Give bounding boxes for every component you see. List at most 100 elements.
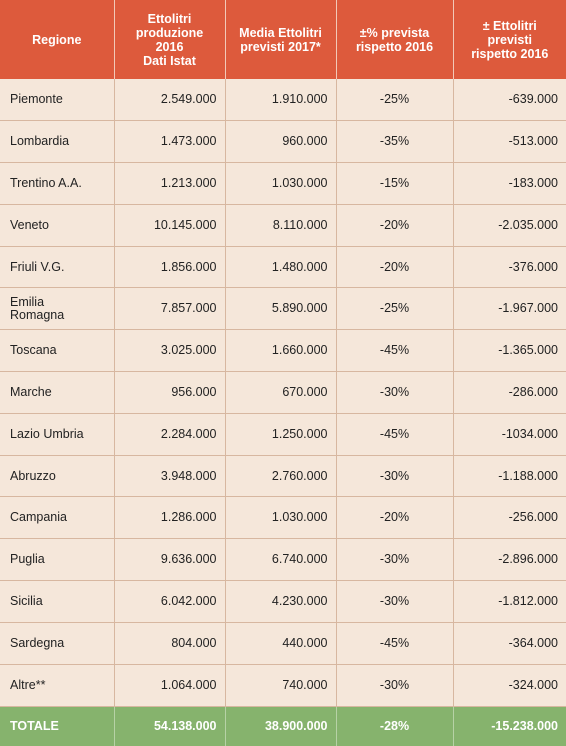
table-footer: TOTALE 54.138.000 38.900.000 -28% -15.23… [0, 706, 566, 746]
cell-differenza: -376.000 [453, 246, 566, 289]
cell-differenza: -1.365.000 [453, 329, 566, 373]
cell-produzione-2016: 3.948.000 [114, 455, 226, 498]
cell-produzione-2016: 1.473.000 [114, 120, 226, 164]
table-row: Sicilia 6.042.000 4.230.000 -30% -1.812.000 [0, 580, 566, 623]
table-row: Veneto 10.145.000 8.110.000 -20% -2.035.000 [0, 204, 566, 247]
cell-percentuale: -45% [336, 329, 454, 373]
cell-media-2017: 4.230.000 [225, 580, 337, 623]
cell-differenza: -183.000 [453, 162, 566, 205]
cell-differenza: -256.000 [453, 496, 566, 540]
cell-media-2017: 2.760.000 [225, 455, 337, 498]
header-media-2017: Media Ettolitri previsti 2017* [225, 0, 337, 79]
cell-produzione-2016: 9.636.000 [114, 538, 226, 582]
cell-regione: Trentino A.A. [0, 162, 115, 205]
table-row: Lombardia 1.473.000 960.000 -35% -513.000 [0, 120, 566, 164]
cell-differenza: -2.896.000 [453, 538, 566, 582]
cell-regione: Emilia Romagna [0, 287, 115, 331]
cell-produzione-2016: 1.286.000 [114, 496, 226, 540]
cell-regione: Piemonte [0, 79, 115, 122]
cell-percentuale: -45% [336, 413, 454, 456]
cell-media-2017: 740.000 [225, 664, 337, 707]
cell-produzione-2016: 2.549.000 [114, 79, 226, 122]
cell-differenza: -286.000 [453, 371, 566, 414]
header-row: Regione Ettolitri produzione 2016 Dati I… [0, 0, 566, 79]
cell-regione: Campania [0, 496, 115, 540]
cell-regione: Marche [0, 371, 115, 414]
cell-regione: Lazio Umbria [0, 413, 115, 456]
cell-media-2017: 1.030.000 [225, 162, 337, 205]
cell-percentuale: -45% [336, 622, 454, 665]
cell-percentuale: -30% [336, 580, 454, 623]
cell-produzione-2016: 7.857.000 [114, 287, 226, 331]
table-row: Altre** 1.064.000 740.000 -30% -324.000 [0, 664, 566, 707]
header-regione: Regione [0, 0, 115, 79]
cell-differenza: -513.000 [453, 120, 566, 164]
table-row: Trentino A.A. 1.213.000 1.030.000 -15% -183.… [0, 162, 566, 205]
table-row: Sardegna 804.000 440.000 -45% -364.000 [0, 622, 566, 665]
header-percentuale: ±% prevista rispetto 2016 [336, 0, 454, 79]
cell-media-2017: 1.480.000 [225, 246, 337, 289]
cell-media-2017: 1.910.000 [225, 79, 337, 122]
cell-regione: Sardegna [0, 622, 115, 665]
cell-percentuale: -35% [336, 120, 454, 164]
cell-produzione-2016: 3.025.000 [114, 329, 226, 373]
cell-differenza: -1.188.000 [453, 455, 566, 498]
cell-percentuale: -30% [336, 371, 454, 414]
cell-produzione-2016: 1.064.000 [114, 664, 226, 707]
table-row: Campania 1.286.000 1.030.000 -20% -256.000 [0, 496, 566, 540]
total-label: TOTALE [0, 706, 115, 746]
table-row: Toscana 3.025.000 1.660.000 -45% -1.365.000 [0, 329, 566, 373]
cell-media-2017: 1.250.000 [225, 413, 337, 456]
header-differenza: ± Ettolitri previsti rispetto 2016 [453, 0, 566, 79]
cell-percentuale: -30% [336, 455, 454, 498]
cell-regione: Lombardia [0, 120, 115, 164]
total-media-2017: 38.900.000 [225, 706, 337, 746]
table-body: Piemonte 2.549.000 1.910.000 -25% -639.000 Lo… [0, 79, 566, 707]
cell-percentuale: -20% [336, 496, 454, 540]
cell-produzione-2016: 956.000 [114, 371, 226, 414]
table-row: Puglia 9.636.000 6.740.000 -30% -2.896.000 [0, 538, 566, 582]
cell-produzione-2016: 6.042.000 [114, 580, 226, 623]
cell-percentuale: -30% [336, 538, 454, 582]
cell-regione: Altre** [0, 664, 115, 707]
cell-regione: Friuli V.G. [0, 246, 115, 289]
table-row: Marche 956.000 670.000 -30% -286.000 [0, 371, 566, 414]
cell-percentuale: -20% [336, 246, 454, 289]
table-row: Friuli V.G. 1.856.000 1.480.000 -20% -376.00… [0, 246, 566, 289]
header-produzione-2016: Ettolitri produzione 2016 Dati Istat [114, 0, 226, 79]
cell-differenza: -639.000 [453, 79, 566, 122]
table-row: Piemonte 2.549.000 1.910.000 -25% -639.000 [0, 79, 566, 122]
total-row: TOTALE 54.138.000 38.900.000 -28% -15.23… [0, 706, 566, 746]
cell-percentuale: -15% [336, 162, 454, 205]
total-produzione-2016: 54.138.000 [114, 706, 226, 746]
cell-media-2017: 670.000 [225, 371, 337, 414]
cell-media-2017: 960.000 [225, 120, 337, 164]
cell-differenza: -324.000 [453, 664, 566, 707]
cell-regione: Veneto [0, 204, 115, 247]
cell-media-2017: 440.000 [225, 622, 337, 665]
cell-differenza: -2.035.000 [453, 204, 566, 247]
cell-regione: Toscana [0, 329, 115, 373]
cell-media-2017: 6.740.000 [225, 538, 337, 582]
cell-regione: Sicilia [0, 580, 115, 623]
cell-regione: Puglia [0, 538, 115, 582]
cell-media-2017: 5.890.000 [225, 287, 337, 331]
cell-percentuale: -25% [336, 79, 454, 122]
table-row: Emilia Romagna 7.857.000 5.890.000 -25% -1.9… [0, 287, 566, 331]
cell-differenza: -1.812.000 [453, 580, 566, 623]
table-header: Regione Ettolitri produzione 2016 Dati I… [0, 0, 566, 79]
cell-differenza: -1034.000 [453, 413, 566, 456]
cell-percentuale: -30% [336, 664, 454, 707]
cell-differenza: -1.967.000 [453, 287, 566, 331]
cell-produzione-2016: 1.856.000 [114, 246, 226, 289]
total-percentuale: -28% [336, 706, 454, 746]
cell-produzione-2016: 2.284.000 [114, 413, 226, 456]
table-row: Abruzzo 3.948.000 2.760.000 -30% -1.188.000 [0, 455, 566, 498]
cell-produzione-2016: 804.000 [114, 622, 226, 665]
cell-media-2017: 1.660.000 [225, 329, 337, 373]
cell-percentuale: -25% [336, 287, 454, 331]
cell-produzione-2016: 1.213.000 [114, 162, 226, 205]
cell-regione: Abruzzo [0, 455, 115, 498]
table-row: Lazio Umbria 2.284.000 1.250.000 -45% -1034.… [0, 413, 566, 456]
